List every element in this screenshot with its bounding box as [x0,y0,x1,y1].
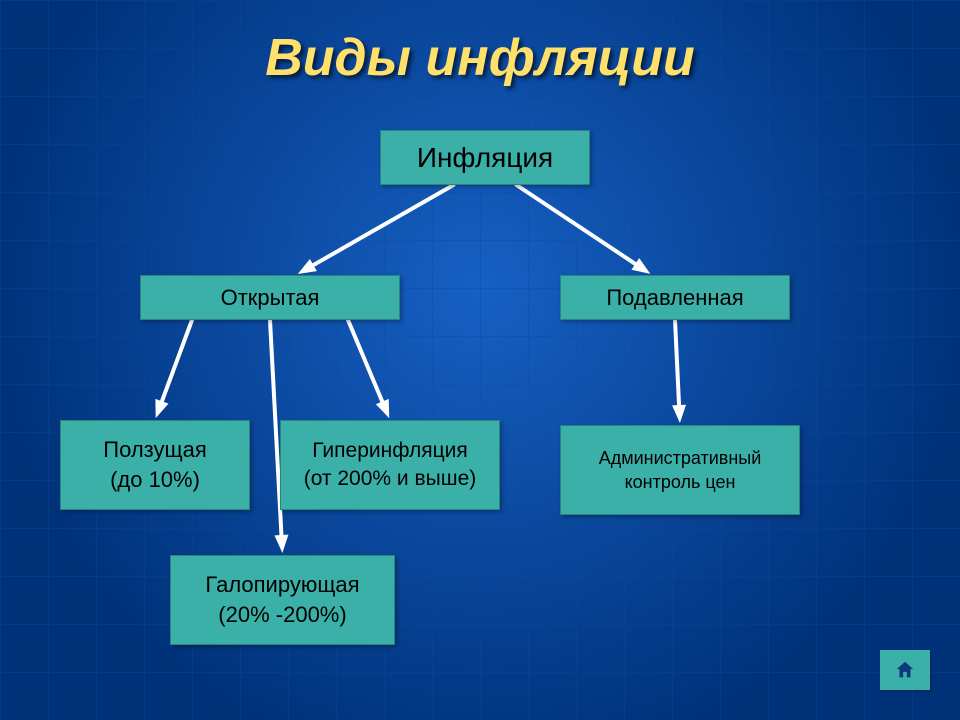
home-button[interactable] [880,650,930,690]
slide-title: Виды инфляции [0,28,960,88]
background-grid [0,0,960,720]
node-sublabel: (20% -200%) [218,600,346,630]
node-hyperinflation: Гиперинфляция(от 200% и выше) [280,420,500,510]
node-galloping: Галопирующая(20% -200%) [170,555,395,645]
connector-arrows [0,0,960,720]
home-icon [892,659,918,681]
node-label: Административный контроль цен [561,446,799,495]
node-creeping: Ползущая(до 10%) [60,420,250,510]
node-open: Открытая [140,275,400,320]
node-label: Открытая [221,283,320,313]
node-suppressed: Подавленная [560,275,790,320]
node-sublabel: (до 10%) [110,465,200,495]
node-label: Галопирующая [205,570,359,600]
node-label: Инфляция [417,139,553,177]
node-inflation: Инфляция [380,130,590,185]
node-label: Гиперинфляция [312,437,468,465]
slide-stage: Виды инфляции Инфляция Открытая Подавлен… [0,0,960,720]
node-admin-control: Административный контроль цен [560,425,800,515]
node-label: Ползущая [103,435,207,465]
node-sublabel: (от 200% и выше) [304,465,477,493]
node-label: Подавленная [606,283,743,313]
